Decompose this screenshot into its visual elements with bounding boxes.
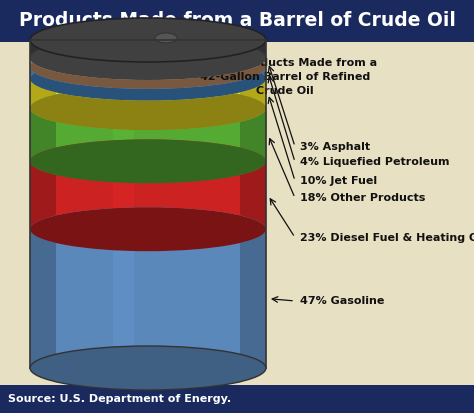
Ellipse shape [30, 57, 266, 101]
Text: 18% Other Products: 18% Other Products [300, 193, 425, 203]
Ellipse shape [30, 207, 266, 251]
Ellipse shape [155, 33, 177, 43]
Ellipse shape [30, 139, 266, 183]
Ellipse shape [30, 36, 266, 80]
Ellipse shape [30, 57, 266, 101]
Ellipse shape [30, 346, 266, 390]
Bar [240, 78, 266, 108]
Bar [0, 385, 474, 413]
Bar [30, 58, 56, 67]
Bar [30, 108, 266, 161]
Ellipse shape [30, 86, 266, 130]
Bar [30, 229, 56, 368]
Bar [240, 161, 266, 229]
Bar [30, 40, 54, 58]
Bar [30, 40, 266, 368]
Bar [240, 108, 266, 161]
Text: 4% Liquefied Petroleum: 4% Liquefied Petroleum [300, 157, 449, 167]
Bar [113, 78, 134, 108]
Bar [242, 40, 266, 58]
Text: 10% Jet Fuel: 10% Jet Fuel [300, 176, 377, 186]
Text: 47% Gasoline: 47% Gasoline [300, 296, 384, 306]
Ellipse shape [30, 346, 266, 390]
Bar [30, 229, 266, 368]
Ellipse shape [30, 207, 266, 251]
Ellipse shape [30, 36, 266, 80]
Ellipse shape [30, 139, 266, 183]
Bar [113, 161, 134, 229]
Bar [240, 58, 266, 67]
Ellipse shape [30, 86, 266, 130]
Text: 3% Asphalt: 3% Asphalt [300, 142, 370, 152]
Bar [30, 161, 56, 229]
Bar [30, 58, 266, 67]
Text: Source: U.S. Department of Energy.: Source: U.S. Department of Energy. [8, 394, 231, 404]
Text: Typical Products Made from a
42-Gallon Barrel of Refined
Crude Oil: Typical Products Made from a 42-Gallon B… [192, 58, 378, 96]
Bar [113, 67, 134, 78]
Bar [30, 78, 56, 108]
Ellipse shape [30, 45, 266, 89]
Text: 23% Diesel Fuel & Heating Oil: 23% Diesel Fuel & Heating Oil [300, 233, 474, 242]
Bar [30, 161, 266, 229]
Bar [30, 67, 266, 78]
Bar [30, 67, 56, 78]
Bar [113, 108, 134, 161]
Bar [240, 67, 266, 78]
Bar [240, 229, 266, 368]
Bar [0, 0, 474, 42]
Ellipse shape [30, 18, 266, 62]
Text: Products Made from a Barrel of Crude Oil: Products Made from a Barrel of Crude Oil [18, 12, 456, 31]
Bar [30, 78, 266, 108]
Bar [113, 58, 134, 67]
Bar [30, 108, 56, 161]
Bar [113, 229, 134, 368]
Bar [30, 40, 266, 58]
Ellipse shape [30, 45, 266, 89]
